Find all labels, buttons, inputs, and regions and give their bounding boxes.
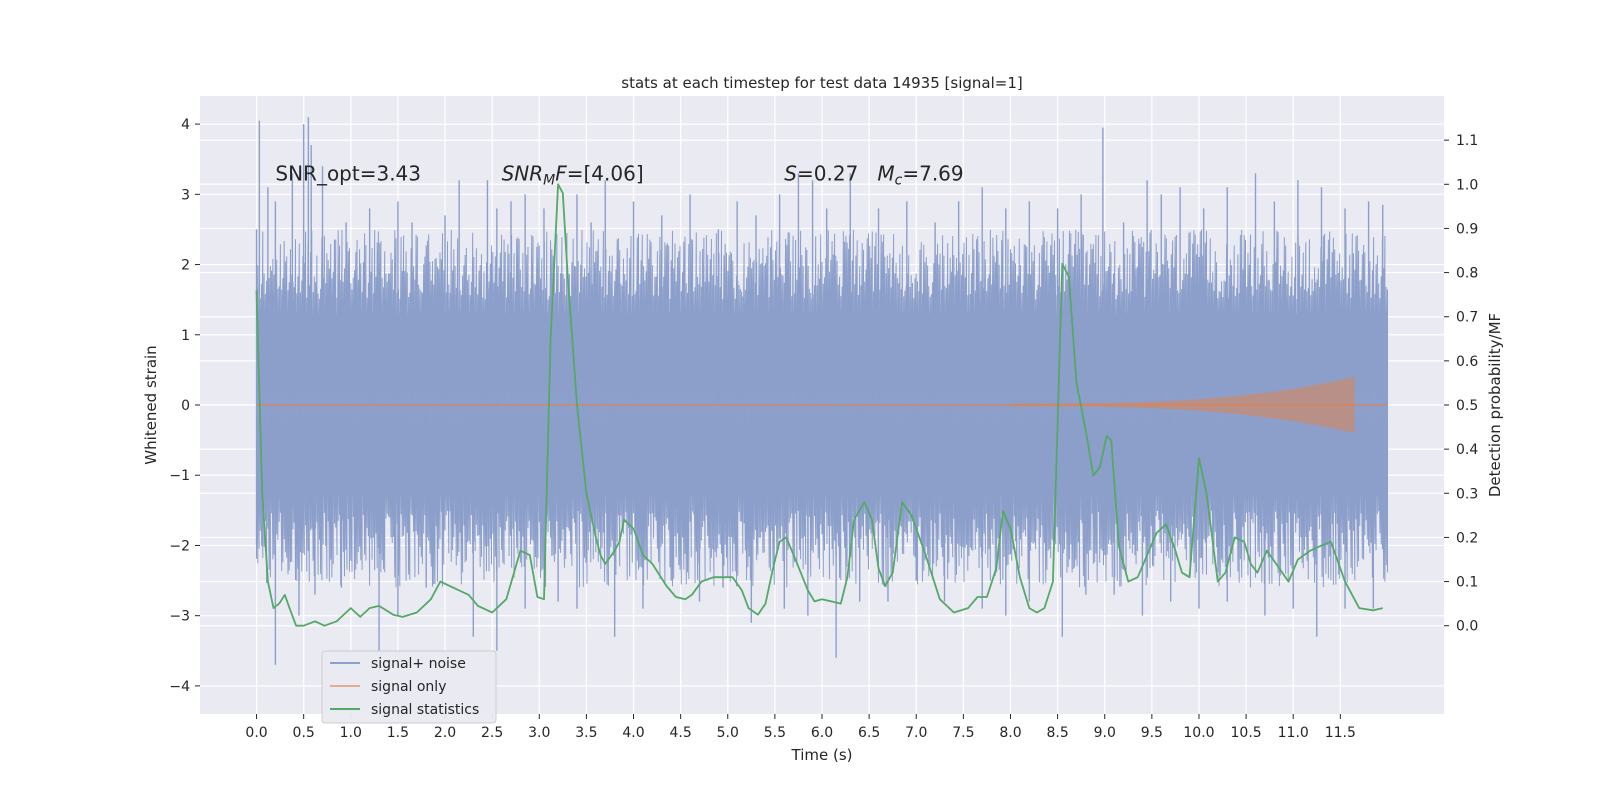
signal-statistics-series [255, 183, 1383, 627]
y-right-tick-label: 0.1 [1456, 575, 1478, 591]
x-tick-label: 10.0 [1183, 725, 1214, 741]
x-tick-label: 3.5 [575, 725, 597, 741]
legend-label-signal-statistics: signal statistics [371, 702, 479, 718]
y-right-tick-label: 0.8 [1456, 266, 1478, 282]
x-tick-label: 5.5 [764, 725, 786, 741]
x-tick-label: 8.0 [999, 725, 1021, 741]
noise-spikes-upper [256, 229, 1388, 406]
x-tick-label: 4.0 [622, 725, 644, 741]
y-tick-label: 0 [181, 398, 190, 414]
y-tick-label: 1 [181, 328, 190, 344]
y-right-tick-label: 0.6 [1456, 354, 1478, 370]
annotations: SNR_opt=3.43 SNRMF=[4.06] S=0.27 Mc=7.69 [275, 161, 963, 188]
x-tick-label: 9.0 [1094, 725, 1116, 741]
y-right-tick-label: 1.0 [1456, 177, 1478, 193]
x-tick-label: 8.5 [1046, 725, 1068, 741]
x-tick-label: 11.5 [1325, 725, 1356, 741]
y-tick-label: −3 [169, 609, 190, 625]
y-right-tick-label: 1.1 [1456, 133, 1478, 149]
x-tick-label: 0.0 [245, 725, 267, 741]
legend-label-signal-only: signal only [371, 679, 446, 695]
y-tick-label: 2 [181, 258, 190, 274]
x-tick-label: 1.0 [340, 725, 362, 741]
y-tick-label: 3 [181, 187, 190, 203]
x-tick-label: 4.5 [670, 725, 692, 741]
annotation-2: SNRMF=[4.06] [502, 161, 644, 188]
y-tick-label: −2 [169, 538, 190, 554]
y-axis-ticks: 4 3 2 1 0 −1 −2 −3 −4 [169, 117, 200, 695]
x-axis-ticks: 0.0 0.5 1.0 1.5 2.0 2.5 3.0 3.5 4.0 4.5 5.0 5.5 6.0 6… [245, 714, 1356, 741]
y-right-tick-label: 0.4 [1456, 442, 1478, 458]
y-tick-label: −1 [169, 468, 190, 484]
x-tick-label: 0.5 [293, 725, 315, 741]
legend-label-signal-noise: signal+ noise [371, 656, 466, 672]
y-right-axis-label: Detection probability/MF [1486, 313, 1504, 497]
x-tick-label: 9.5 [1141, 725, 1163, 741]
legend: signal+ noise signal only signal statist… [321, 650, 497, 724]
y-axis-label: Whitened strain [142, 345, 160, 464]
y-right-tick-label: 0.0 [1456, 619, 1478, 635]
x-axis-label: Time (s) [791, 746, 853, 764]
annotation-1: SNR_opt=3.43 [275, 161, 421, 185]
x-tick-label: 11.0 [1278, 725, 1309, 741]
y-right-tick-label: 0.2 [1456, 530, 1478, 546]
x-tick-label: 5.0 [717, 725, 739, 741]
x-tick-label: 3.0 [528, 725, 550, 741]
x-tick-label: 1.5 [387, 725, 409, 741]
y-tick-label: 4 [181, 117, 190, 133]
x-tick-label: 2.5 [481, 725, 503, 741]
x-tick-label: 7.0 [905, 725, 927, 741]
chart-title: stats at each timestep for test data 149… [621, 74, 1022, 92]
x-tick-label: 10.5 [1231, 725, 1262, 741]
y-right-tick-label: 0.7 [1456, 310, 1478, 326]
annotation-3: S=0.27 Mc=7.69 [784, 161, 963, 188]
x-tick-label: 2.0 [434, 725, 456, 741]
y-right-tick-label: 0.5 [1456, 398, 1478, 414]
x-tick-label: 6.0 [811, 725, 833, 741]
x-tick-label: 6.5 [858, 725, 880, 741]
y-tick-label: −4 [169, 679, 190, 695]
y-right-tick-label: 0.3 [1456, 486, 1478, 502]
y-right-axis-ticks: 1.1 1.0 0.9 0.8 0.7 0.6 0.5 0.4 0.3 0.2 0.1 0.0 [1444, 133, 1478, 635]
signal-statistics-line [255, 183, 1383, 627]
legend-box [321, 650, 497, 724]
x-tick-label: 7.5 [952, 725, 974, 741]
y-right-tick-label: 0.9 [1456, 221, 1478, 237]
signal-only-series [256, 376, 1388, 434]
signal-only-chirp [1010, 376, 1355, 434]
